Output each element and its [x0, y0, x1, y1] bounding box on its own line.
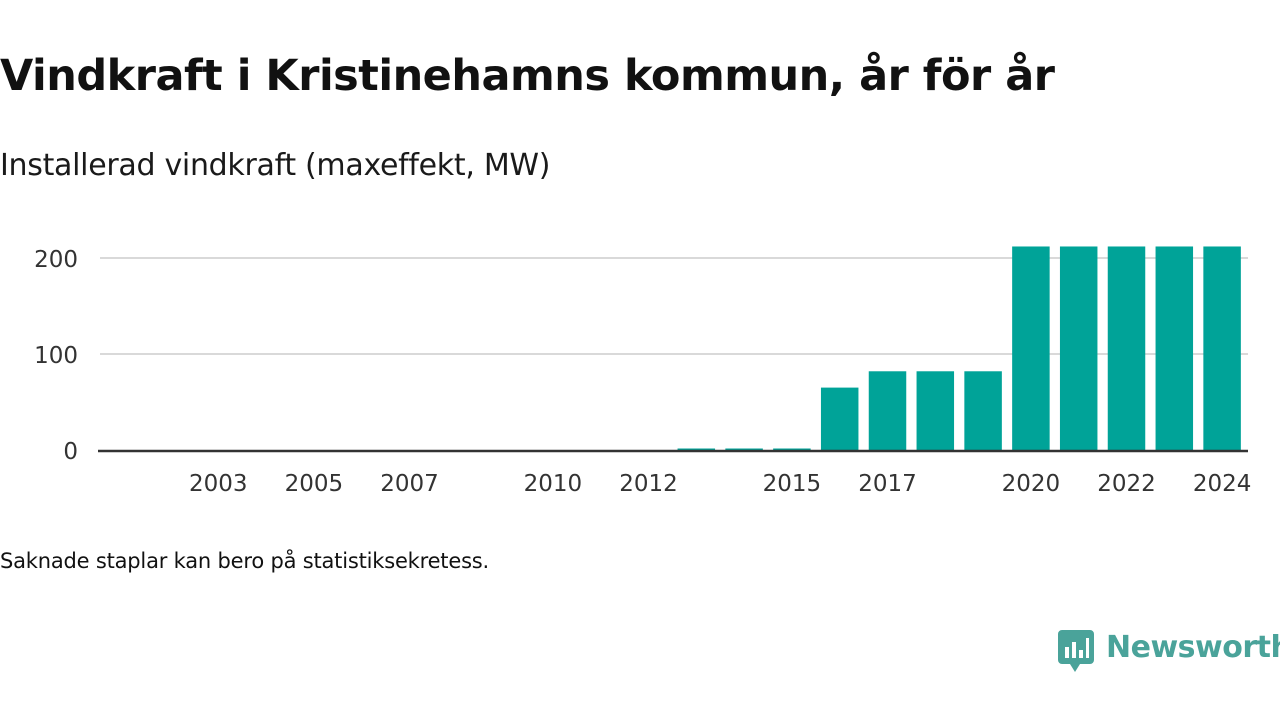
y-tick-label: 0: [63, 439, 78, 465]
bar-2014: [725, 448, 763, 450]
x-tick-label: 2005: [285, 471, 344, 497]
speech-bubble-bar-chart-icon: [1058, 630, 1094, 672]
bar-chart: 0 100 200 2003 2005 2007 2010 2012 2015 2017 2020…: [34, 246, 1251, 497]
brand-logo: Newsworthy: [1058, 628, 1280, 674]
x-axis-tick-labels: 2003 2005 2007 2010 2012 2015 2017 2020 2022 2024: [189, 471, 1251, 497]
grid-lines: [100, 257, 1248, 355]
bar-2015: [773, 448, 811, 450]
bar-2017: [868, 371, 907, 450]
chart-subtitle: Installerad vindkraft (maxeffekt, MW): [0, 148, 551, 183]
x-tick-label: 2010: [524, 471, 583, 497]
footnote: Saknade staplar kan bero på statistiksek…: [0, 549, 490, 573]
bar-2024: [1203, 246, 1241, 450]
brand-name: Newsworthy: [1106, 630, 1280, 665]
x-tick-label: 2017: [858, 471, 917, 497]
x-tick-label: 2020: [1002, 471, 1061, 497]
x-tick-label: 2003: [189, 471, 248, 497]
bar-2021: [1059, 246, 1098, 450]
x-tick-label: 2007: [380, 471, 439, 497]
chart-title: Vindkraft i Kristinehamns kommun, år för…: [0, 51, 1055, 101]
y-tick-label: 200: [34, 247, 78, 273]
y-axis-tick-labels: 0 100 200: [34, 247, 78, 465]
bar-2023: [1155, 246, 1194, 450]
x-tick-label: 2012: [619, 471, 678, 497]
bar-2013: [677, 448, 716, 450]
bar-2019: [964, 371, 1002, 450]
x-tick-label: 2024: [1193, 471, 1252, 497]
bar-2018: [916, 371, 955, 450]
x-tick-label: 2022: [1097, 471, 1156, 497]
bars: [677, 246, 1241, 450]
bar-2020: [1012, 246, 1050, 450]
y-tick-label: 100: [34, 343, 78, 369]
bar-2022: [1107, 246, 1146, 450]
bar-2016: [820, 387, 859, 450]
x-tick-label: 2015: [763, 471, 822, 497]
